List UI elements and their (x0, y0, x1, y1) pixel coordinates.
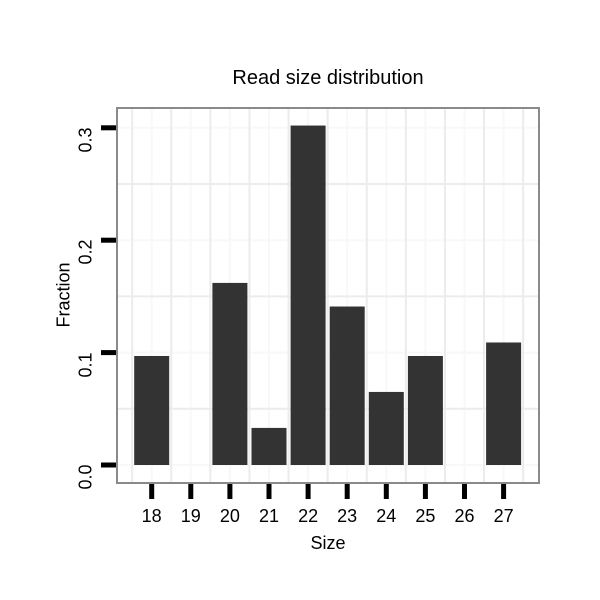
x-tick-label-19: 19 (180, 506, 201, 526)
y-tick-0.0 (101, 462, 116, 468)
y-tick-0.2 (101, 237, 116, 243)
y-tick-0.1 (101, 350, 116, 356)
bar-27 (486, 342, 522, 465)
y-tick-0.3 (101, 125, 116, 131)
bar-18 (134, 355, 170, 465)
x-tick-26 (462, 484, 467, 499)
x-tick-label-21: 21 (258, 506, 280, 526)
x-tick-19 (188, 484, 194, 499)
x-tick-22 (305, 484, 311, 499)
x-tick-24 (383, 484, 389, 499)
x-axis-title: Size (310, 533, 346, 553)
x-tick-label-23: 23 (337, 506, 358, 526)
bar-22 (290, 125, 326, 465)
bar-24 (368, 391, 404, 465)
panel-border (116, 107, 540, 484)
y-axis-title: Fraction (53, 262, 74, 328)
bar-23 (329, 306, 365, 465)
x-tick-20 (227, 484, 233, 499)
bar-20 (212, 282, 248, 465)
x-tick-label-25: 25 (415, 506, 436, 526)
chart-title: Read size distribution (232, 67, 424, 89)
bar-25 (407, 355, 443, 465)
x-tick-label-27: 27 (493, 506, 514, 526)
x-tick-27 (501, 484, 507, 499)
x-tick-label-22: 22 (298, 506, 319, 526)
x-tick-label-18: 18 (141, 506, 162, 526)
x-tick-23 (344, 484, 350, 499)
x-tick-label-20: 20 (219, 506, 240, 526)
x-tick-21 (266, 484, 272, 499)
y-tick-label-0.2: 0.2 (75, 239, 96, 265)
y-tick-label-0.0: 0.0 (75, 464, 96, 490)
x-tick-label-26: 26 (454, 506, 475, 526)
x-tick-label-24: 24 (376, 506, 397, 526)
x-tick-18 (149, 484, 155, 499)
bar-21 (251, 427, 287, 465)
x-tick-25 (422, 484, 428, 499)
y-tick-label-0.1: 0.1 (75, 352, 96, 378)
y-tick-label-0.3: 0.3 (75, 127, 96, 153)
